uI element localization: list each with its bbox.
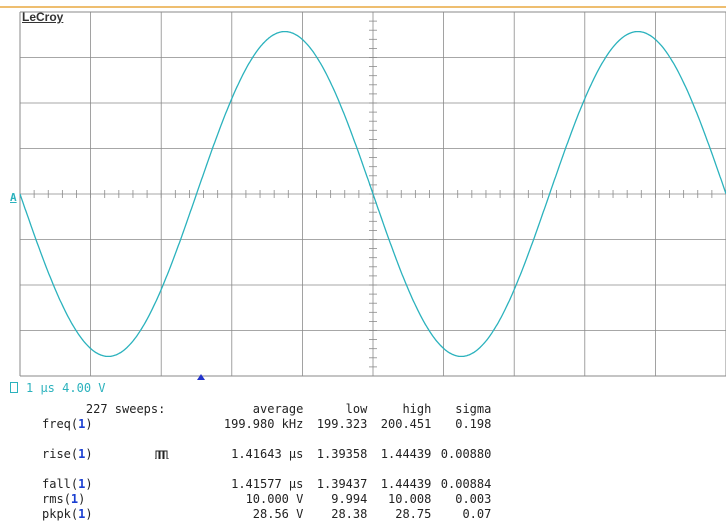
value-average: 199.980 kHz	[223, 417, 304, 431]
value-high: 200.451	[380, 417, 432, 431]
measurement-row-rise: rise(1) 1.41643 µs 1.39358 1.44439 0.008…	[42, 432, 491, 477]
channel-1-trace	[19, 30, 726, 358]
value-low: 199.323	[316, 417, 368, 431]
volts-per-div: 4.00 V	[62, 381, 106, 395]
header-average: average	[252, 402, 304, 416]
timebase: 1 µs	[26, 381, 55, 395]
value-sigma: 0.00884	[440, 477, 492, 491]
value-sigma: 0.003	[455, 492, 492, 506]
value-average: 10.000 V	[245, 492, 304, 506]
trigger-position-marker	[197, 374, 205, 380]
param-name: freq(1)	[42, 417, 93, 431]
value-high: 1.44439	[380, 447, 432, 461]
measurement-row-freq: freq(1) 199.980 kHz 199.323 200.451 0.19…	[42, 417, 491, 432]
brand-logo: LeCroy	[22, 10, 64, 24]
graticule-ticks	[19, 11, 726, 377]
value-average: 1.41643 µs	[231, 447, 304, 461]
value-sigma: 0.198	[455, 417, 492, 431]
value-high: 28.75	[395, 507, 432, 521]
status-line: 1 µs 4.00 V	[10, 381, 106, 395]
value-low: 9.994	[331, 492, 368, 506]
header-sigma: sigma	[455, 402, 492, 416]
waveform-display	[0, 6, 726, 380]
value-average: 1.41577 µs	[231, 477, 304, 491]
measurement-row-pkpk: pkpk(1) 28.56 V 28.38 28.75 0.07	[42, 507, 491, 522]
value-average: 28.56 V	[252, 507, 304, 521]
oscilloscope-screen: LeCroy A	[0, 6, 726, 380]
param-name: pkpk(1)	[42, 507, 93, 521]
channel-box-icon	[10, 382, 18, 393]
param-name: fall(1)	[42, 477, 93, 491]
value-low: 28.38	[331, 507, 368, 521]
value-low: 1.39437	[316, 477, 368, 491]
value-high: 1.44439	[380, 477, 432, 491]
value-high: 10.008	[388, 492, 432, 506]
sweeps-count: 227 sweeps:	[85, 402, 166, 416]
value-sigma: 0.00880	[440, 447, 492, 461]
value-sigma: 0.07	[462, 507, 492, 521]
param-name: rise(1)	[42, 447, 93, 461]
measurement-header-row: 227 sweeps: average low high sigma	[42, 402, 491, 417]
measurement-row-fall: fall(1) 1.41577 µs 1.39437 1.44439 0.008…	[42, 477, 491, 492]
header-low: low	[345, 402, 368, 416]
channel-reference-marker: A	[10, 191, 17, 204]
header-high: high	[402, 402, 432, 416]
param-name: rms(1)	[42, 492, 86, 506]
measurement-table: 227 sweeps: average low high sigma freq(…	[42, 402, 491, 522]
measurement-row-rms: rms(1) 10.000 V 9.994 10.008 0.003	[42, 492, 491, 507]
pulse-train-icon	[155, 450, 170, 459]
value-low: 1.39358	[316, 447, 368, 461]
